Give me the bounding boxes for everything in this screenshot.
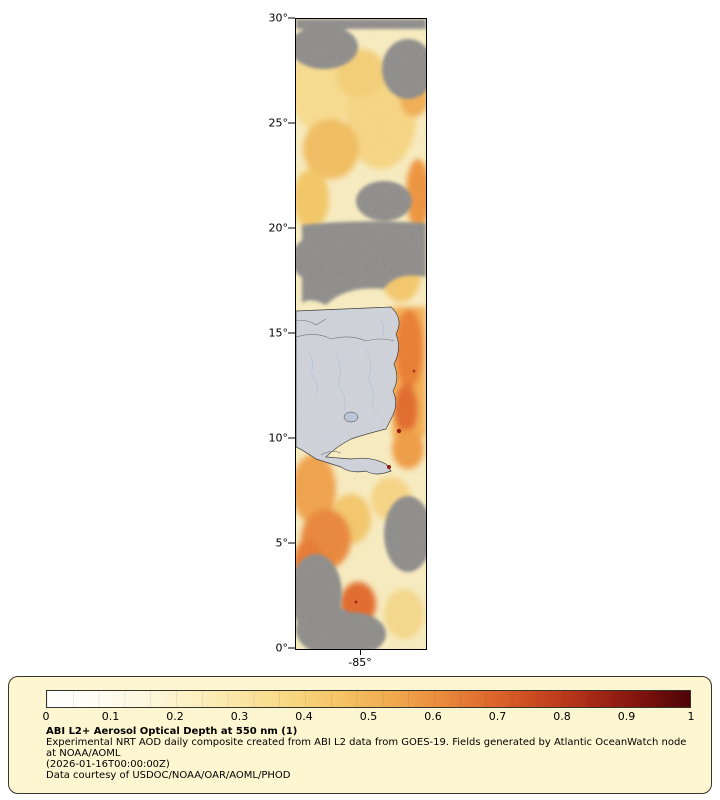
y-axis-tick-label: 20° <box>268 221 289 235</box>
colorbar-tick-label: 0.1 <box>101 710 120 723</box>
colorbar-tick-label: 0.6 <box>424 710 442 723</box>
map-panel <box>295 18 427 650</box>
x-axis-tick-label: -85° <box>348 656 372 669</box>
y-axis-tick-label: 30° <box>268 11 289 25</box>
y-tick-mark <box>288 647 295 649</box>
colorbar-tick-label: 0.9 <box>617 710 636 723</box>
colorbar-tick-label: 0.3 <box>230 710 249 723</box>
y-tick-mark <box>288 437 295 439</box>
colorbar-tick-label: 0.5 <box>359 710 378 723</box>
colorbar <box>46 690 691 708</box>
caption-timestamp: (2026-01-16T00:00:00Z) <box>46 759 170 770</box>
y-tick-mark <box>288 227 295 229</box>
y-tick-mark <box>288 122 295 124</box>
y-axis-tick-label: 10° <box>268 431 289 445</box>
y-axis-tick-label: 5° <box>275 536 289 550</box>
caption-courtesy: Data courtesy of USDOC/NOAA/OAR/AOML/PHO… <box>46 770 291 781</box>
colorbar-tick-label: 0.8 <box>553 710 571 723</box>
y-tick-mark <box>288 542 295 544</box>
legend-panel: 0 0.1 0.2 0.3 0.4 0.5 0.6 0.7 0.8 0.9 1 … <box>8 676 712 794</box>
grain-texture <box>296 19 426 649</box>
figure-caption: ABI L2+ Aerosol Optical Depth at 550 nm … <box>46 726 698 781</box>
y-tick-mark <box>288 17 295 19</box>
colorbar-tick-label: 0.7 <box>488 710 507 723</box>
caption-description: Experimental NRT AOD daily composite cre… <box>46 737 687 759</box>
y-axis-tick-label: 0° <box>275 641 289 655</box>
y-tick-mark <box>288 332 295 334</box>
caption-title: ABI L2+ Aerosol Optical Depth at 550 nm … <box>46 726 298 737</box>
colorbar-tick-label: 0.2 <box>166 710 184 723</box>
colorbar-tick-label: 0 <box>42 710 50 723</box>
y-axis-tick-label: 15° <box>268 326 289 340</box>
x-tick-mark <box>360 649 361 655</box>
aod-map-image <box>296 19 426 649</box>
y-axis-tick-label: 25° <box>268 116 289 130</box>
colorbar-tick-label: 1 <box>687 710 695 723</box>
colorbar-tick-label: 0.4 <box>295 710 313 723</box>
